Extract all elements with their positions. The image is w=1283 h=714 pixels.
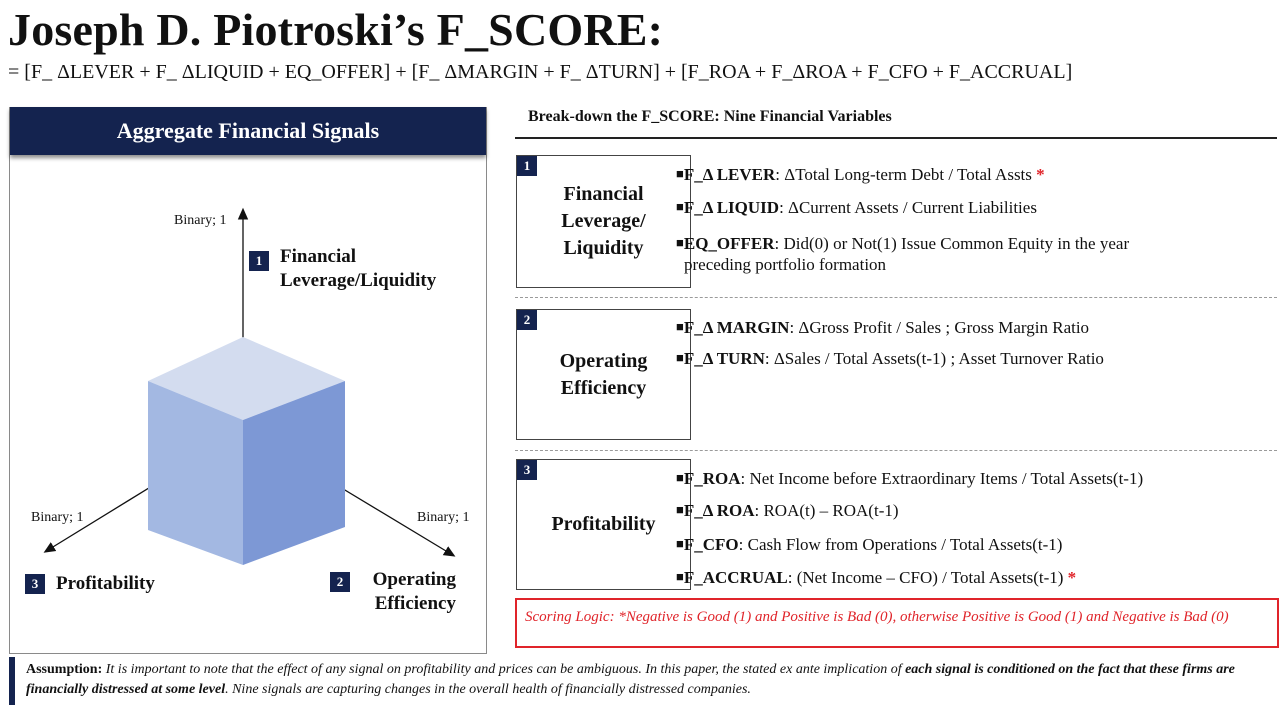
cube-diagram — [43, 207, 456, 565]
page-title: Joseph D. Piotroski’s F_SCORE: — [8, 4, 664, 55]
signal-item: ■F_Δ MARGIN: ΔGross Profit / Sales ; Gro… — [676, 318, 1090, 337]
left-axis-label: Binary; 1 — [31, 510, 84, 525]
panel-header: Aggregate Financial Signals — [10, 107, 486, 155]
cube-top-face — [148, 337, 345, 420]
category-name: Operating Efficiency — [559, 349, 648, 399]
signal-item: ■F_Δ LIQUID: ΔCurrent Assets / Current L… — [676, 198, 1037, 217]
category-number: 1 — [517, 156, 537, 176]
signal-item: ■F_CFO: Cash Flow from Operations / Tota… — [676, 535, 1063, 554]
right-axis-label: Binary; 1 — [417, 510, 470, 525]
assumption-accent-bar — [9, 657, 15, 705]
signal-item-continuation: preceding portfolio formation — [684, 255, 887, 274]
assumption-note: Assumption: It is important to note that… — [26, 662, 1235, 697]
category-number: 2 — [517, 310, 537, 330]
category-name: Financial Leverage/ Liquidity — [561, 183, 646, 259]
formula: = [F_ ΔLEVER + F_ ΔLIQUID + EQ_OFFER] + … — [8, 61, 1073, 83]
dimension-1-label: Financial Leverage/Liquidity — [280, 246, 437, 291]
dimension-2-badge: 2 — [330, 572, 350, 592]
dimension-number: 1 — [249, 251, 269, 271]
dimension-1-badge: 1 — [249, 251, 269, 271]
cube-right-face — [243, 381, 345, 565]
category-number: 3 — [517, 460, 537, 480]
divider — [515, 450, 1277, 451]
cube-left-face — [148, 381, 243, 565]
category-box-profitability: 3 Profitability — [516, 459, 691, 590]
dimension-number: 3 — [25, 574, 45, 594]
signal-item: ■EQ_OFFER: Did(0) or Not(1) Issue Common… — [676, 234, 1130, 253]
dimension-3-label: Profitability — [56, 573, 155, 594]
signal-item: ■F_Δ TURN: ΔSales / Total Assets(t-1) ; … — [676, 349, 1104, 368]
divider — [515, 297, 1277, 298]
dimension-2-label: Operating Efficiency — [372, 569, 456, 614]
breakdown-title: Break-down the F_SCORE: Nine Financial V… — [528, 108, 892, 125]
y-axis-label: Binary; 1 — [174, 213, 227, 228]
category-name: Profitability — [551, 513, 656, 535]
scoring-logic-note: Scoring Logic: *Negative is Good (1) and… — [515, 598, 1279, 648]
category-box-leverage: 1 Financial Leverage/ Liquidity — [516, 155, 691, 288]
title-rule — [515, 137, 1277, 139]
signal-item: ■F_ACCRUAL: (Net Income – CFO) / Total A… — [676, 568, 1077, 587]
signal-item: ■F_Δ LEVER: ΔTotal Long-term Debt / Tota… — [676, 165, 1045, 184]
dimension-3-badge: 3 — [25, 574, 45, 594]
signal-item: ■F_ROA: Net Income before Extraordinary … — [676, 469, 1144, 488]
dimension-number: 2 — [330, 572, 350, 592]
signal-item: ■F_Δ ROA: ROA(t) – ROA(t-1) — [676, 501, 899, 520]
category-box-efficiency: 2 Operating Efficiency — [516, 309, 691, 440]
